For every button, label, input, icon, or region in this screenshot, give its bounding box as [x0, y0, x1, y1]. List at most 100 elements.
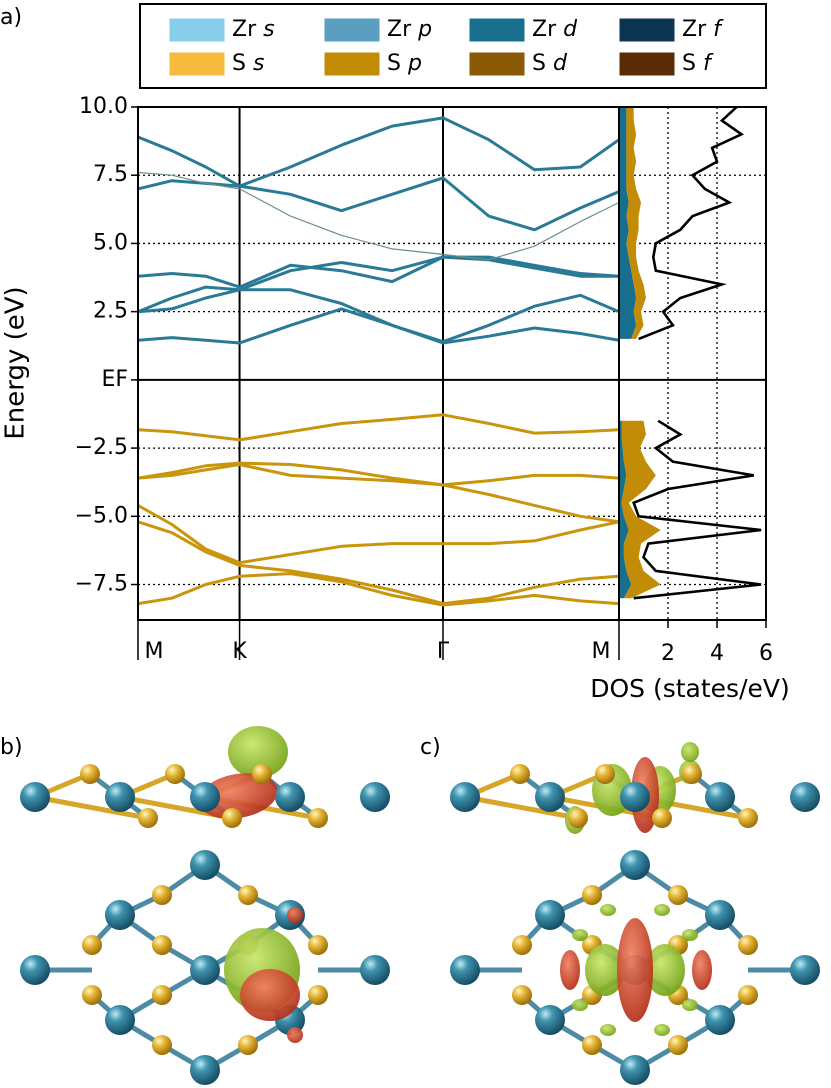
- legend-swatch: [324, 52, 380, 76]
- s-atom: [138, 808, 158, 828]
- band: [138, 116, 619, 188]
- orbital-lobe: [287, 907, 303, 923]
- legend-swatch: [169, 52, 225, 76]
- s-atom: [308, 985, 328, 1005]
- legend-swatch: [619, 18, 675, 42]
- zr-atom: [705, 1005, 735, 1035]
- zr-atom: [450, 782, 480, 812]
- s-atom: [738, 985, 758, 1005]
- s-atom: [238, 1035, 258, 1055]
- zr-atom: [450, 955, 480, 985]
- legend-swatch: [469, 52, 525, 76]
- s-atom: [668, 885, 688, 905]
- band: [138, 255, 619, 289]
- x-tick-label: 4: [710, 641, 724, 666]
- orbital-lobe: [600, 1024, 616, 1036]
- s-atom: [568, 808, 588, 828]
- orbital-lobe: [681, 742, 699, 762]
- y-tick-label: 5.0: [93, 230, 128, 255]
- orbital-lobe: [240, 969, 300, 1021]
- bond: [464, 794, 579, 821]
- x-tick-label: 6: [759, 641, 773, 666]
- orbital-lobe: [572, 929, 588, 941]
- zr-atom: [275, 782, 305, 812]
- s-atom: [82, 935, 102, 955]
- y-tick-label: 2.5: [93, 299, 128, 324]
- zr-atom: [360, 955, 390, 985]
- s-atom: [252, 764, 272, 784]
- legend-label: Zr p: [387, 17, 432, 42]
- s-atom: [152, 985, 172, 1005]
- panel-label: b): [0, 735, 23, 760]
- orbital-lobe: [682, 999, 698, 1011]
- zr-atom: [790, 782, 820, 812]
- s-atom: [738, 935, 758, 955]
- y-tick-label: 10.0: [79, 94, 128, 119]
- orbital-lobe: [198, 773, 278, 819]
- s-atom: [152, 885, 172, 905]
- orbital-lobe: [585, 944, 625, 996]
- legend-orbital: f: [713, 17, 724, 42]
- orbital-lobe: [682, 929, 698, 941]
- s-atom: [152, 935, 172, 955]
- legend-orbital: f: [703, 51, 714, 76]
- zr-atom: [105, 900, 135, 930]
- s-atom: [668, 1035, 688, 1055]
- y-tick-label: −7.5: [75, 572, 128, 597]
- legend-element: S: [682, 51, 696, 76]
- orbital-lobe: [654, 1024, 670, 1036]
- orbital-lobe: [645, 944, 685, 996]
- zr-atom: [705, 782, 735, 812]
- orbital-lobe: [572, 999, 588, 1011]
- zr-atom: [20, 955, 50, 985]
- zr-atom: [620, 1055, 650, 1085]
- orbital-lobe: [692, 950, 712, 990]
- s-atom: [512, 985, 532, 1005]
- band: [138, 461, 619, 487]
- orbital-lobe: [617, 918, 653, 1022]
- legend-element: Zr: [387, 17, 412, 42]
- pdos-area: [619, 107, 637, 599]
- band: [138, 255, 619, 314]
- y-tick-label: −5.0: [75, 503, 128, 528]
- x-tick-label: M: [145, 639, 164, 664]
- legend-orbital: s: [263, 17, 274, 42]
- zr-atom: [535, 1005, 565, 1035]
- band: [138, 463, 619, 524]
- legend-orbital: p: [417, 17, 432, 42]
- zr-atom: [705, 900, 735, 930]
- x-tick-label: M: [592, 639, 611, 664]
- panel-label: c): [420, 735, 441, 760]
- bond: [34, 794, 149, 821]
- legend-element: Zr: [682, 17, 707, 42]
- s-atom: [595, 764, 615, 784]
- zr-atom: [105, 782, 135, 812]
- y-tick-label: 7.5: [93, 162, 128, 187]
- orbital-lobe: [654, 904, 670, 916]
- zr-atom: [535, 782, 565, 812]
- panel-label: a): [0, 5, 22, 30]
- zr-atom: [20, 782, 50, 812]
- y-tick-label: −2.5: [75, 435, 128, 460]
- s-atom: [222, 808, 242, 828]
- band: [138, 520, 619, 606]
- zr-atom: [620, 782, 650, 812]
- s-atom: [238, 885, 258, 905]
- orbital-lobe: [600, 904, 616, 916]
- legend-label: Zr f: [682, 17, 724, 42]
- zr-atom: [535, 900, 565, 930]
- legend-label: Zr s: [232, 17, 275, 42]
- legend-orbital: p: [407, 51, 422, 76]
- zr-atom: [105, 1005, 135, 1035]
- s-atom: [308, 935, 328, 955]
- legend-element: Zr: [232, 17, 257, 42]
- s-atom: [738, 808, 758, 828]
- legend-swatch: [324, 18, 380, 42]
- s-atom: [652, 808, 672, 828]
- orbital-lobe: [287, 1027, 303, 1043]
- orbital-lobe: [228, 726, 288, 778]
